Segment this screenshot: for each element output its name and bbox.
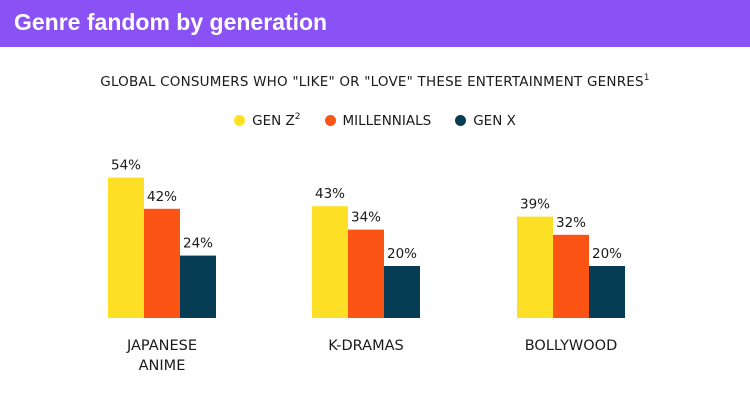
value-label-gen-x-k-dramas: 20%	[387, 246, 417, 262]
legend-item-millennials: MILLENNIALS	[324, 112, 432, 129]
chart-legend: GEN Z2 MILLENNIALS GEN X	[0, 112, 750, 129]
legend-footnote-gen-z: 2	[294, 112, 301, 122]
legend-item-gen-z: GEN Z2	[234, 112, 301, 129]
legend-label-gen-z: GEN Z	[252, 113, 295, 129]
value-label-gen-z-k-dramas: 43%	[315, 186, 345, 202]
bar-millennials-bollywood	[553, 234, 589, 318]
bar-gen-z-japanese-anime	[108, 177, 144, 318]
legend-swatch-gen-x	[455, 115, 467, 126]
legend-swatch-gen-z	[234, 115, 246, 126]
bar-gen-z-bollywood	[517, 216, 553, 318]
page-title: Genre fandom by generation	[14, 9, 328, 35]
value-label-gen-x-japanese-anime: 24%	[183, 236, 213, 252]
category-label-japanese-anime-line-1: JAPANESE	[126, 338, 197, 354]
bar-millennials-k-dramas	[348, 229, 384, 318]
value-label-millennials-k-dramas: 34%	[351, 210, 381, 226]
value-label-millennials-bollywood: 32%	[556, 215, 586, 231]
bar-gen-z-k-dramas	[312, 206, 348, 318]
chart-title-footnote: 1	[643, 73, 650, 83]
page-header: Genre fandom by generation	[0, 0, 750, 47]
category-label-k-dramas: K-DRAMAS	[328, 338, 403, 354]
bar-gen-x-bollywood	[589, 266, 625, 318]
category-label-bollywood: BOLLYWOOD	[525, 338, 618, 354]
legend-label-gen-x: GEN X	[473, 112, 516, 129]
chart-title: GLOBAL CONSUMERS WHO "LIKE" OR "LOVE" TH…	[0, 73, 750, 90]
value-label-gen-z-japanese-anime: 54%	[111, 158, 141, 174]
chart-title-text: GLOBAL CONSUMERS WHO "LIKE" OR "LOVE" TH…	[100, 74, 644, 90]
bar-millennials-japanese-anime	[144, 208, 180, 318]
legend-label-millennials: MILLENNIALS	[342, 112, 432, 129]
value-label-gen-x-bollywood: 20%	[592, 246, 622, 262]
category-label-japanese-anime-line-2: ANIME	[139, 358, 186, 374]
legend-swatch-millennials	[324, 115, 336, 126]
value-label-gen-z-bollywood: 39%	[520, 197, 550, 213]
bar-gen-x-japanese-anime	[180, 255, 216, 318]
value-label-millennials-japanese-anime: 42%	[147, 189, 177, 205]
bar-gen-x-k-dramas	[384, 266, 420, 318]
legend-item-gen-x: GEN X	[455, 112, 516, 129]
